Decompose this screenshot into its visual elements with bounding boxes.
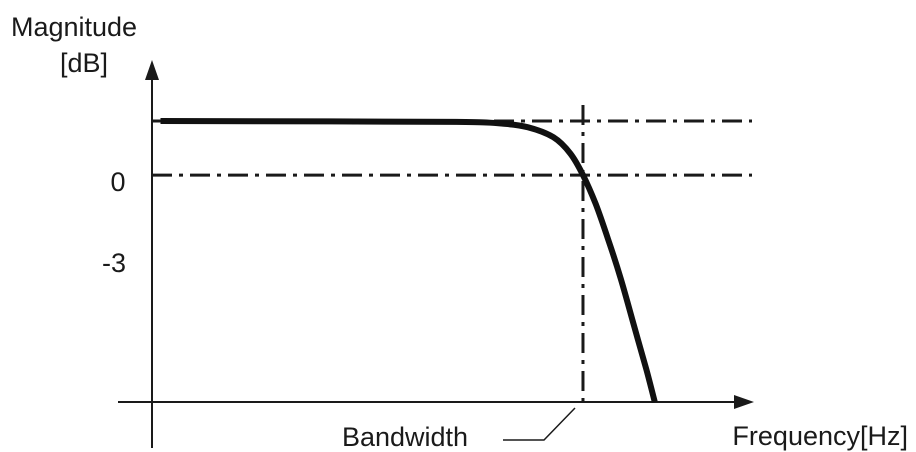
- series-line-0: [161, 121, 655, 402]
- y-axis-label-line2: [dB]: [60, 48, 108, 78]
- y-tick-label-minus3: -3: [102, 248, 126, 278]
- bandwidth-label: Bandwidth: [342, 422, 468, 452]
- bandwidth-leader-line: [503, 408, 575, 440]
- y-tick-label-0: 0: [110, 167, 125, 197]
- reference-lines: [152, 105, 752, 402]
- y-axis-arrowhead: [145, 60, 159, 80]
- x-axis-label: Frequency[Hz]: [732, 421, 908, 451]
- x-axis-arrowhead: [734, 395, 754, 409]
- y-axis-label-line1: Magnitude: [11, 12, 137, 42]
- series-layer: [161, 121, 655, 402]
